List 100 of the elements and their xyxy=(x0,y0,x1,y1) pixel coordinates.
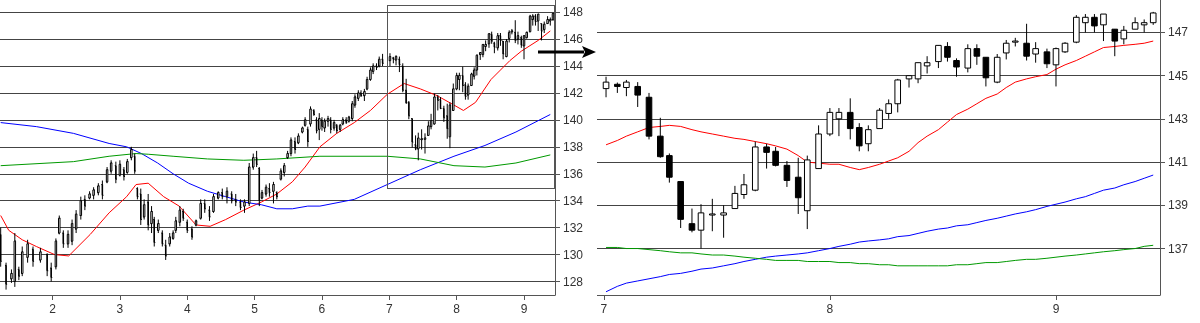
candlestick xyxy=(88,190,91,200)
candlestick xyxy=(484,39,487,52)
y-tick-label: 139 xyxy=(1168,198,1189,213)
x-tick-label: 3 xyxy=(116,302,124,316)
x-tick-label: 7 xyxy=(385,302,393,316)
y-tick-label: 141 xyxy=(1168,155,1189,170)
y-tick-label: 132 xyxy=(563,220,584,235)
candlestick xyxy=(894,78,902,113)
candlestick xyxy=(688,208,696,233)
candlestick xyxy=(279,167,283,181)
y-tick-label: 138 xyxy=(563,139,584,154)
candlestick xyxy=(186,219,188,234)
candlestick xyxy=(973,43,981,66)
candlestick xyxy=(666,152,673,184)
candlestick xyxy=(923,55,931,74)
y-tick-label: 146 xyxy=(563,32,584,47)
candlestick xyxy=(720,204,727,239)
x-tick-label: 5 xyxy=(251,302,259,316)
candlestick xyxy=(178,205,182,227)
candlestick xyxy=(84,194,86,211)
candlestick xyxy=(360,89,362,98)
candlestick xyxy=(216,190,220,200)
candlestick xyxy=(109,159,113,175)
candlestick xyxy=(338,123,342,133)
candlestick xyxy=(697,203,705,250)
candlestick xyxy=(307,126,309,148)
y-tick-label: 143 xyxy=(1168,111,1189,126)
candlestick xyxy=(417,132,420,161)
y-tick-label: 148 xyxy=(563,5,584,20)
candlestick xyxy=(5,262,7,291)
line-series xyxy=(605,40,1154,171)
candlestick xyxy=(549,17,552,27)
candlestick xyxy=(1023,23,1030,62)
y-tick-label: 128 xyxy=(563,274,584,289)
candlestick xyxy=(885,98,892,120)
candlestick xyxy=(309,105,312,128)
candlestick xyxy=(318,112,321,141)
candlestick xyxy=(846,97,854,140)
candlestick xyxy=(157,219,160,234)
candlestick xyxy=(191,225,193,241)
candlestick xyxy=(147,193,149,231)
y-tick-label: 145 xyxy=(1168,68,1189,83)
candlestick xyxy=(740,173,748,200)
candlestick xyxy=(905,75,913,89)
line-series xyxy=(0,114,551,210)
candlestick xyxy=(1100,13,1107,42)
line-series xyxy=(605,174,1154,293)
candlestick xyxy=(39,247,42,264)
candlestick xyxy=(199,198,202,221)
candlestick xyxy=(46,252,48,277)
candlestick xyxy=(1082,13,1089,33)
candlestick xyxy=(282,162,286,177)
candlestick xyxy=(420,128,423,151)
line-series xyxy=(0,153,551,168)
candlestick xyxy=(411,118,413,148)
y-tick-label: 140 xyxy=(563,112,584,127)
y-tick-label: 134 xyxy=(563,193,584,208)
candlestick xyxy=(332,119,336,132)
candlestick xyxy=(345,116,347,125)
candlestick xyxy=(709,198,716,232)
candlestick xyxy=(783,160,791,188)
candlestick xyxy=(876,107,883,130)
candlestick xyxy=(944,41,951,63)
candlestick xyxy=(26,239,29,264)
candlestick xyxy=(763,143,770,170)
candlestick xyxy=(272,181,275,204)
x-tick-label: 8 xyxy=(453,302,461,316)
candlestick xyxy=(115,161,117,184)
x-tick-label: 2 xyxy=(49,302,57,316)
candlestick xyxy=(794,157,802,215)
candlestick xyxy=(1043,48,1051,69)
x-tick-label: 4 xyxy=(183,302,191,316)
candlestick xyxy=(935,44,942,69)
candlestick xyxy=(212,193,215,214)
candlestick xyxy=(243,198,246,214)
candlestick xyxy=(32,246,34,268)
candlestick xyxy=(1002,39,1010,60)
x-tick-label: 8 xyxy=(826,302,834,316)
candlestick xyxy=(97,182,100,196)
candlestick xyxy=(458,72,461,91)
line-series xyxy=(605,244,1154,267)
candlestick xyxy=(50,262,52,283)
candlestick xyxy=(294,136,296,155)
candlestick xyxy=(168,232,171,248)
candlestick xyxy=(964,43,972,73)
x-tick-label: 9 xyxy=(1052,302,1060,316)
y-tick-label: 130 xyxy=(563,247,584,262)
candlestick xyxy=(1120,25,1128,45)
candlestick xyxy=(140,188,142,226)
candlestick xyxy=(634,81,641,108)
candlestick xyxy=(602,76,610,98)
candlestick xyxy=(1032,41,1039,64)
candlestick xyxy=(855,122,863,152)
candlestick xyxy=(323,118,326,133)
candlestick xyxy=(142,198,146,221)
candlestick xyxy=(182,208,184,222)
y-tick-label: 142 xyxy=(563,85,584,100)
candlestick xyxy=(303,116,307,128)
candlestick xyxy=(301,126,304,134)
candlestick xyxy=(1111,28,1119,57)
